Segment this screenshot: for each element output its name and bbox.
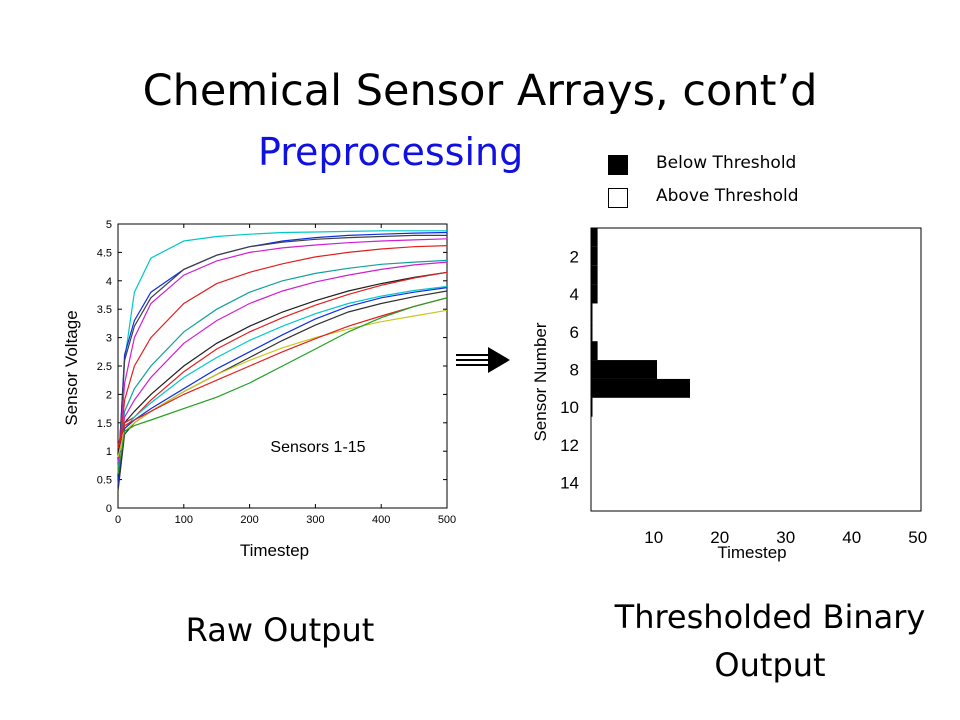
legend-swatch-below bbox=[608, 155, 628, 175]
arrow-icon bbox=[456, 347, 510, 373]
binary-output-chart: 10 20 30 40 50 2 4 6 8 10 12 14 Timestep Sensor Numbe… bbox=[531, 227, 927, 562]
binary-output-caption-line1: Thresholded Binary bbox=[614, 598, 926, 636]
x-tick-label: 400 bbox=[372, 514, 390, 526]
below-threshold-cell bbox=[591, 246, 598, 266]
y-tick-label: 5 bbox=[106, 219, 112, 231]
sensor-series-line bbox=[117, 261, 448, 463]
x-tick-label: 40 bbox=[842, 528, 861, 547]
y-tick-label: 2 bbox=[570, 247, 579, 266]
x-tick-label: 20 bbox=[710, 528, 729, 547]
x-tick-label: 100 bbox=[175, 514, 193, 526]
slide-subtitle: Preprocessing bbox=[258, 130, 524, 174]
y-tick-label: 3 bbox=[106, 333, 112, 345]
sensor-series-line bbox=[117, 271, 448, 452]
y-tick-label: 1.5 bbox=[97, 418, 112, 430]
below-threshold-cell bbox=[591, 284, 598, 304]
legend-swatch-above bbox=[608, 188, 628, 208]
y-axis-label: Sensor Voltage bbox=[62, 310, 81, 425]
binary-output-caption-line2: Output bbox=[714, 646, 826, 684]
y-tick-label: 10 bbox=[560, 398, 579, 417]
slide-title: Chemical Sensor Arrays, cont’d bbox=[142, 66, 818, 116]
y-tick-label: 14 bbox=[560, 474, 579, 493]
x-axis-label: Timestep bbox=[717, 543, 786, 562]
below-threshold-cell bbox=[591, 228, 598, 247]
y-tick-label: 3.5 bbox=[97, 304, 112, 316]
y-tick-label: 4.5 bbox=[97, 247, 112, 259]
y-tick-label: 4 bbox=[570, 285, 579, 304]
x-axis-label: Timestep bbox=[240, 541, 309, 560]
below-threshold-cell bbox=[591, 341, 598, 361]
below-threshold-cell bbox=[591, 378, 690, 398]
y-tick-label: 6 bbox=[570, 323, 579, 342]
y-axis-label: Sensor Number bbox=[531, 322, 550, 441]
sensor-series-line bbox=[117, 259, 448, 469]
x-tick-label: 10 bbox=[644, 528, 663, 547]
sensors-annotation: Sensors 1-15 bbox=[270, 439, 365, 456]
sensor-series-line bbox=[117, 238, 448, 474]
sensor-series-line bbox=[117, 309, 448, 458]
below-threshold-cell bbox=[591, 265, 598, 285]
y-tick-label: 12 bbox=[560, 436, 579, 455]
sensor-series-line bbox=[117, 230, 447, 474]
x-tick-label: 200 bbox=[240, 514, 258, 526]
below-threshold-cell bbox=[591, 397, 593, 417]
x-tick-label: 500 bbox=[438, 514, 456, 526]
y-tick-label: 0 bbox=[106, 503, 112, 515]
below-threshold-cell bbox=[591, 322, 593, 342]
below-threshold-cell bbox=[591, 360, 657, 379]
x-tick-label: 50 bbox=[908, 528, 927, 547]
y-tick-label: 8 bbox=[570, 361, 579, 380]
sensor-series-line bbox=[117, 234, 447, 474]
x-tick-label: 300 bbox=[306, 514, 324, 526]
y-tick-label: 0.5 bbox=[97, 475, 112, 487]
below-threshold-cell bbox=[591, 303, 593, 323]
x-tick-label: 0 bbox=[115, 514, 121, 526]
sensor-series-line bbox=[117, 285, 448, 486]
y-tick-label: 1 bbox=[106, 446, 112, 458]
x-tick-label: 30 bbox=[776, 528, 795, 547]
legend-label-above: Above Threshold bbox=[656, 186, 799, 206]
sensor-series-line bbox=[117, 245, 448, 469]
sensor-series-line bbox=[117, 297, 448, 449]
y-tick-label: 2.5 bbox=[97, 361, 112, 373]
y-tick-label: 4 bbox=[106, 276, 112, 288]
raw-output-caption: Raw Output bbox=[185, 611, 375, 649]
legend-label-below: Below Threshold bbox=[656, 153, 797, 173]
raw-output-chart: 0 100 200 300 400 500 0 0.5 1 1.5 2 2.5 3 3.5 4 4.5 5 Tim… bbox=[62, 219, 456, 560]
sensor-series-line bbox=[117, 297, 448, 474]
y-tick-label: 2 bbox=[106, 389, 112, 401]
